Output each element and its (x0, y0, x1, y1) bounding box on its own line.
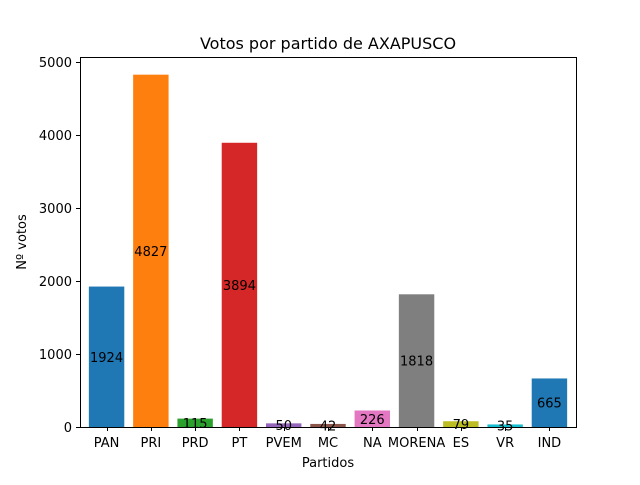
bar-prd (177, 418, 213, 427)
bar-vr (487, 424, 523, 427)
x-axis: PAN PRI PRD PT PVEM MC NA MORENA ES VR IND (94, 427, 561, 451)
x-tick-label-mc: MC (318, 436, 338, 451)
y-axis-label: Nº votos (15, 214, 30, 270)
y-tick-label-2000: 2000 (39, 275, 72, 290)
x-tick-label-prd: PRD (182, 436, 209, 451)
data-label-ind: 665 (537, 397, 562, 412)
data-label-pan: 1924 (90, 351, 123, 366)
x-tick-label-es: ES (453, 436, 469, 451)
data-label-morena: 1818 (400, 355, 433, 370)
chart-title: Votos por partido de AXAPUSCO (200, 34, 456, 53)
x-tick-label-pan: PAN (94, 436, 120, 451)
x-tick-label-vr: VR (496, 436, 514, 451)
x-tick-label-pvem: PVEM (266, 436, 302, 451)
bar-es (443, 421, 479, 427)
data-label-es: 79 (453, 418, 470, 433)
x-axis-label: Partidos (302, 456, 354, 471)
data-label-na: 226 (360, 413, 385, 428)
bar-na (354, 410, 390, 427)
bar-pt (221, 142, 258, 427)
x-tick-label-pri: PRI (140, 436, 161, 451)
bar-ind (531, 378, 568, 427)
data-label-pvem: 50 (275, 419, 292, 434)
bar-morena (398, 294, 435, 427)
y-tick-label-4000: 4000 (39, 129, 72, 144)
bar-pvem (266, 423, 302, 427)
bar-pan (88, 286, 125, 427)
data-label-pt: 3894 (223, 279, 256, 294)
data-label-pri: 4827 (134, 245, 167, 260)
data-label-mc: 42 (320, 419, 337, 434)
y-tick-label-5000: 5000 (39, 56, 72, 71)
x-tick-label-ind: IND (538, 436, 562, 451)
y-tick-label-1000: 1000 (39, 348, 72, 363)
y-tick-label-3000: 3000 (39, 202, 72, 217)
y-tick-label-0: 0 (64, 421, 72, 436)
bar-mc (310, 423, 346, 427)
y-axis: 0 1000 2000 3000 4000 5000 (39, 56, 80, 436)
x-tick-label-pt: PT (232, 436, 248, 451)
bar-pri (133, 74, 169, 427)
x-tick-label-na: NA (363, 436, 382, 451)
data-label-prd: 115 (183, 417, 208, 432)
bars-layer (88, 74, 568, 427)
x-tick-label-morena: MORENA (388, 436, 445, 451)
